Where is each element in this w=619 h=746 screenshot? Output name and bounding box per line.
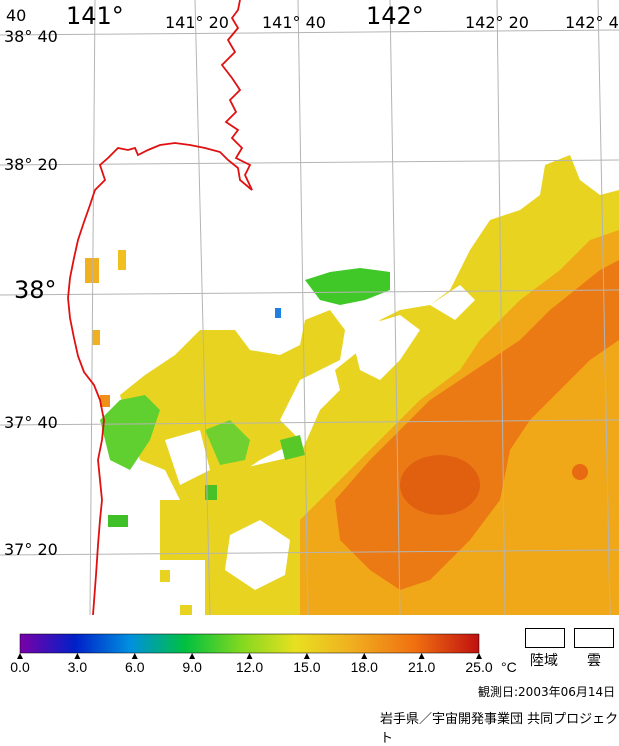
cloud-gap-2: [350, 315, 420, 380]
colorbar-ticks: [17, 653, 482, 659]
sst-map: 40 141° 141° 20 141° 40 142° 142° 20 142…: [0, 0, 619, 615]
lon-label-corner: 40: [6, 6, 26, 25]
colorbar-tick: [418, 653, 425, 659]
cloud-swatch: [574, 628, 614, 648]
sst-speck-1: [85, 258, 99, 283]
lat-label-38-40: 38° 40: [4, 27, 58, 46]
lon-label-142-40: 142° 4: [565, 13, 619, 32]
cloud-label: 雲: [587, 653, 601, 669]
colorbar-tick-label: 18.0: [350, 659, 378, 675]
credit: 岩手県／宇宙開発事業団 共同プロジェクト: [380, 712, 619, 746]
land-label: 陸域: [530, 653, 558, 669]
colorbar-tick-label: 21.0: [408, 659, 436, 675]
lon-label-141-40: 141° 40: [262, 13, 326, 32]
colorbar-tick: [476, 653, 482, 659]
colorbar-tick: [74, 653, 81, 659]
cloud-gap-1: [225, 520, 290, 590]
lat-label-37-40: 37° 40: [4, 413, 58, 432]
sst-speck-4: [100, 395, 110, 407]
unit-label: °C: [501, 659, 517, 675]
sst-speck-3: [92, 330, 100, 345]
sst-hotspot-small: [572, 464, 588, 480]
lon-label-142-20: 142° 20: [465, 13, 529, 32]
colorbar-tick: [246, 653, 253, 659]
colorbar: [17, 633, 482, 659]
sst-speck-5: [160, 570, 170, 582]
cloud-gap-4: [165, 430, 210, 485]
sst-field-green-2: [100, 395, 160, 470]
colorbar-tick-label: 6.0: [125, 659, 145, 675]
lat-label-38-20: 38° 20: [4, 155, 58, 174]
sst-hotspot: [400, 455, 480, 515]
sst-field-green-5: [108, 515, 128, 527]
colorbar-tick-label: 15.0: [293, 659, 321, 675]
lat-label-38: 38°: [14, 276, 57, 304]
sst-field-green-6: [205, 485, 217, 500]
lon-label-142: 142°: [366, 2, 424, 30]
sst-field-green: [305, 268, 390, 305]
legend: [0, 615, 619, 725]
sst-speck-6: [180, 605, 192, 615]
colorbar-tick-label: 0.0: [10, 659, 30, 675]
lon-label-141-20: 141° 20: [165, 13, 229, 32]
observation-date: 観測日:2003年06月14日: [478, 685, 616, 699]
colorbar-tick-label: 3.0: [67, 659, 88, 675]
colorbar-tick-label: 12.0: [235, 659, 264, 675]
colorbar-tick: [303, 653, 310, 659]
colorbar-tick: [131, 653, 138, 659]
sst-field-green-4: [280, 435, 305, 460]
colorbar-gradient: [19, 633, 480, 654]
colorbar-tick: [361, 653, 368, 659]
colorbar-tick-label: 25.0: [465, 659, 493, 675]
sst-field-core: [335, 260, 619, 590]
sst-field-blue: [275, 308, 281, 318]
sst-field-green-3: [205, 420, 250, 465]
lon-label-141: 141°: [66, 2, 124, 30]
graticule: [0, 0, 619, 615]
cloud-gap-3: [430, 285, 475, 320]
colorbar-tick: [189, 653, 196, 659]
sst-field: [85, 155, 619, 615]
colorbar-tick: [17, 653, 23, 659]
sst-speck-2: [118, 250, 126, 270]
lat-label-37-20: 37° 20: [4, 540, 58, 559]
coastline: [67, 0, 253, 615]
colorbar-tick-label: 9.0: [182, 659, 202, 675]
land-swatch: [525, 628, 565, 648]
